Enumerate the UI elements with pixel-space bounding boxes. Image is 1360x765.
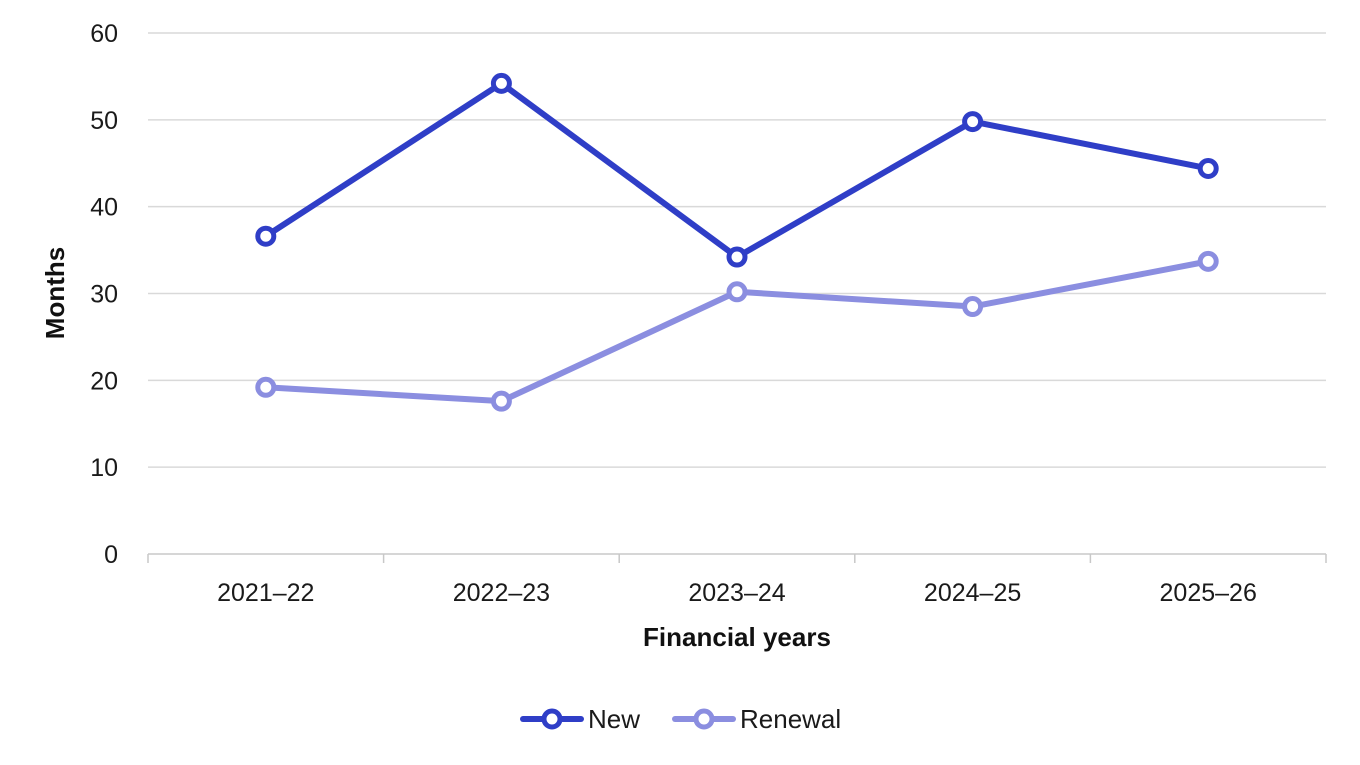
y-tick-label: 40 <box>90 194 118 222</box>
y-tick-label: 50 <box>90 107 118 135</box>
series-lines <box>255 72 1219 412</box>
legend-label: New <box>588 704 640 734</box>
data-point <box>255 225 277 247</box>
y-tick-label: 20 <box>90 367 118 395</box>
data-point <box>962 296 984 318</box>
y-axis-title: Months <box>40 247 70 339</box>
legend-swatch-marker <box>541 708 563 730</box>
x-tick-label: 2024–25 <box>924 579 1021 607</box>
x-axis-title: Financial years <box>643 622 831 652</box>
data-point <box>1197 157 1219 179</box>
series-line <box>262 80 1212 261</box>
y-tick-label: 0 <box>104 541 118 569</box>
legend-label: Renewal <box>740 704 841 734</box>
y-tick-label: 10 <box>90 454 118 482</box>
series-renewal <box>255 250 1219 412</box>
legend-swatch-marker <box>693 708 715 730</box>
legend: New Renewal <box>520 704 841 734</box>
x-axis <box>147 553 1327 563</box>
legend-item-renewal: Renewal <box>672 704 841 734</box>
x-tick-label: 2022–23 <box>453 579 550 607</box>
data-point <box>726 246 748 268</box>
data-point <box>962 111 984 133</box>
data-point <box>1197 250 1219 272</box>
y-tick-label: 30 <box>90 281 118 309</box>
y-tick-label: 60 <box>90 20 118 48</box>
series-new <box>255 72 1219 268</box>
x-tick-label: 2025–26 <box>1160 579 1257 607</box>
y-tick-labels: 0 10 20 30 40 50 60 <box>90 20 118 569</box>
data-point <box>255 376 277 398</box>
data-point <box>490 390 512 412</box>
x-tick-label: 2021–22 <box>217 579 314 607</box>
x-tick-label: 2023–24 <box>688 579 785 607</box>
data-point <box>726 281 748 303</box>
legend-item-new: New <box>520 704 640 734</box>
x-tick-labels: 2021–22 2022–23 2023–24 2024–25 2025–26 <box>217 579 1257 607</box>
data-point <box>490 72 512 94</box>
